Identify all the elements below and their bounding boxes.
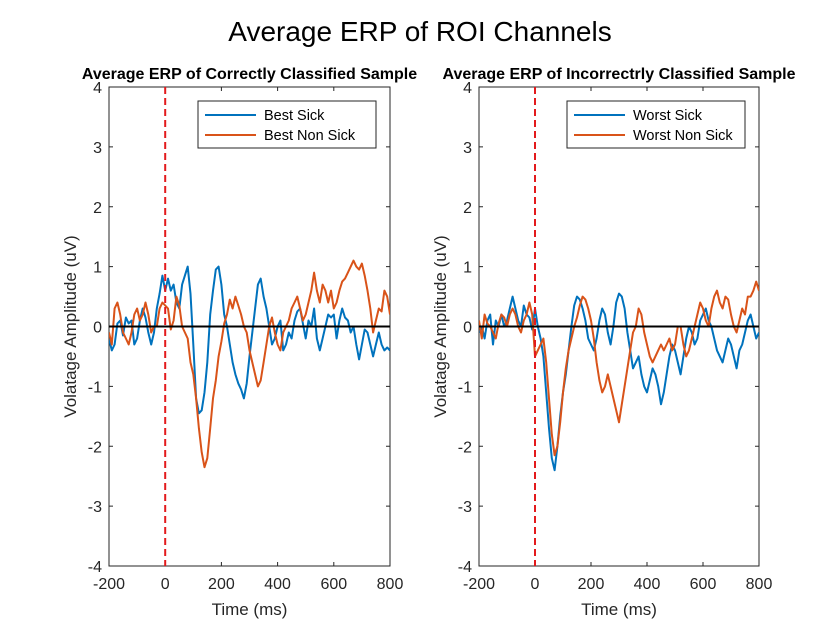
- chart-1-xtick-label: 400: [264, 576, 291, 593]
- chart-1-ytick-label: -4: [88, 559, 102, 576]
- chart-2-y-axis-label: Volatage Amplitude (uV): [431, 235, 450, 417]
- chart-2-xtick-label: 600: [690, 576, 717, 593]
- chart-2-ytick-label: 0: [463, 320, 472, 337]
- chart-2-legend-box: [566, 100, 746, 149]
- chart-1-series-1-line: [109, 265, 390, 415]
- chart-2-title: Average ERP of Incorrectrly Classified S…: [442, 66, 795, 83]
- chart-1-xtick-label: -200: [93, 576, 125, 593]
- chart-2-ytick-label: 3: [463, 140, 472, 157]
- figure-title: Average ERP of ROI Channels: [228, 16, 611, 47]
- chart-1-ytick-label: -3: [88, 499, 102, 516]
- chart-2-legend: Worst Sick Worst Non Sick: [566, 100, 746, 149]
- chart-2-ytick-label: -2: [458, 439, 472, 456]
- chart-2-ytick-label: 4: [463, 80, 472, 97]
- chart-1-x-axis-label: Time (ms): [212, 600, 288, 619]
- chart-1-ytick-label: -2: [88, 439, 102, 456]
- chart-1-ytick-label: 3: [93, 140, 102, 157]
- chart-2-ytick-label: 2: [463, 200, 472, 217]
- chart-2-xtick-label: 0: [531, 576, 540, 593]
- chart-2-legend-label-1: Worst Sick: [633, 108, 703, 124]
- chart-1-legend-label-2: Best Non Sick: [264, 128, 356, 144]
- chart-1-ytick-label: 2: [93, 200, 102, 217]
- chart-1-title: Average ERP of Correctly Classified Samp…: [82, 66, 417, 83]
- chart-2-series-1-line: [479, 292, 759, 472]
- chart-2-xtick-label: 400: [634, 576, 661, 593]
- chart-1-ytick-label: 4: [93, 80, 102, 97]
- chart-1-legend: Best Sick Best Non Sick: [197, 100, 377, 149]
- chart-2-ytick-label: -4: [458, 559, 472, 576]
- chart-2-xtick-label: 800: [746, 576, 773, 593]
- chart-2-series-2-line: [479, 280, 759, 457]
- chart-2-ytick-label: 1: [463, 260, 472, 277]
- chart-2-lines: [479, 280, 759, 472]
- chart-1-xtick-label: 600: [320, 576, 347, 593]
- chart-1-legend-label-1: Best Sick: [264, 108, 325, 124]
- chart-2-ytick-label: -1: [458, 379, 472, 396]
- chart-2-x-axis-label: Time (ms): [581, 600, 657, 619]
- chart-2-ytick-label: -3: [458, 499, 472, 516]
- chart-1-ytick-label: 0: [93, 320, 102, 337]
- chart-1-ytick-label: -1: [88, 379, 102, 396]
- chart-2-legend-label-2: Worst Non Sick: [633, 128, 733, 144]
- chart-1-y-axis-label: Volatage Amplitude (uV): [61, 235, 80, 417]
- chart-2: -4 -3 -2 -1 0 1 2 3 4 -200 0 200 400 600 800 Time (ms) V…: [431, 66, 796, 619]
- chart-2-xtick-label: -200: [463, 576, 495, 593]
- chart-1: -4 -3 -2 -1 0 1 2 3 4 -200 0 200 400 600 800 Time (ms) V…: [61, 66, 417, 619]
- chart-1-ytick-label: 1: [93, 260, 102, 277]
- chart-1-legend-box: [197, 100, 377, 149]
- chart-2-xtick-label: 200: [578, 576, 605, 593]
- chart-1-xtick-label: 800: [377, 576, 404, 593]
- chart-1-xtick-label: 200: [208, 576, 235, 593]
- chart-1-xtick-label: 0: [161, 576, 170, 593]
